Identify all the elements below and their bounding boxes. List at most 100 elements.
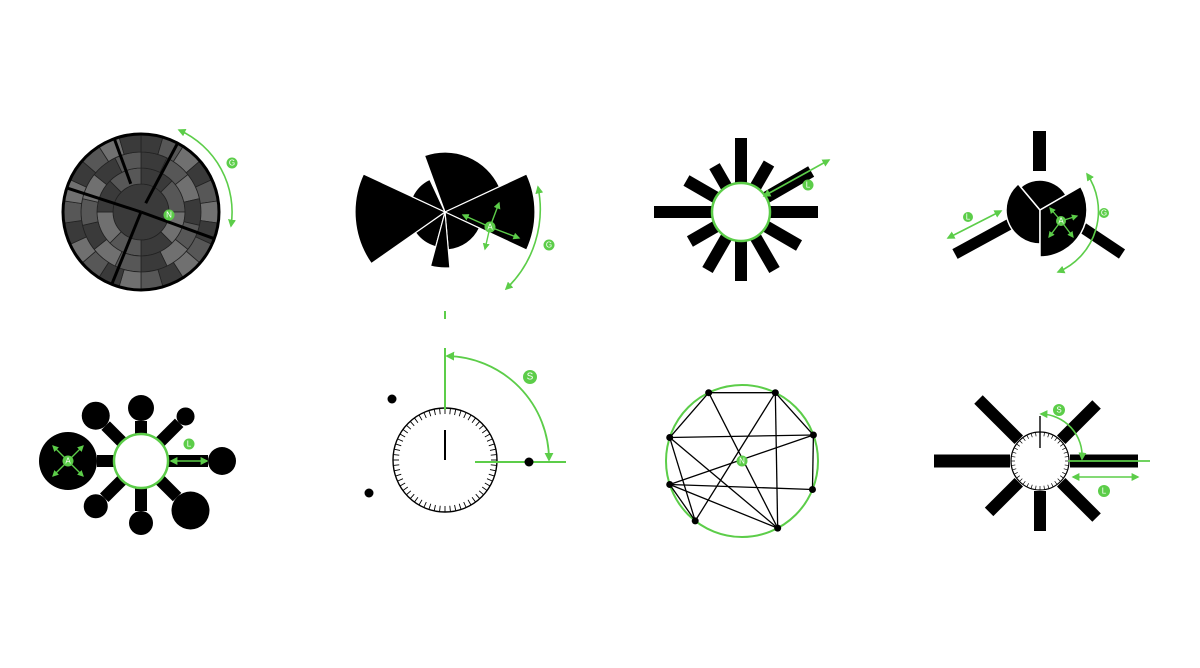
dial-tick bbox=[423, 501, 427, 508]
bubble-badge-l: L bbox=[183, 438, 195, 450]
dial-tick bbox=[406, 490, 412, 496]
svg-text:A: A bbox=[487, 223, 493, 232]
dial-star-bar bbox=[1056, 477, 1101, 522]
glyph-rose-segments: A G bbox=[354, 151, 555, 291]
rose-sector bbox=[429, 211, 451, 269]
dial-star-bar bbox=[974, 395, 1024, 445]
svg-text:N: N bbox=[739, 457, 745, 466]
sunburst-badge-g: G bbox=[226, 157, 238, 169]
glyph-bubble-star: A L bbox=[39, 395, 236, 535]
dial-tick bbox=[1030, 484, 1033, 489]
dial-tick bbox=[1054, 481, 1058, 485]
dial-tick bbox=[1016, 475, 1020, 479]
graph-node bbox=[666, 434, 674, 442]
pie-angle-arrow bbox=[1056, 172, 1100, 274]
dial-tick bbox=[1063, 468, 1068, 471]
rose-sector bbox=[354, 173, 447, 265]
graph-edge bbox=[669, 437, 779, 529]
dial-badge-s: S bbox=[523, 370, 537, 384]
dial-tick bbox=[439, 505, 441, 512]
dial-tick bbox=[433, 409, 436, 416]
dial-tick bbox=[486, 478, 493, 482]
dial-tick bbox=[1043, 485, 1045, 490]
dial-tick bbox=[393, 464, 400, 466]
graph-edge bbox=[669, 434, 814, 439]
svg-text:G: G bbox=[1101, 209, 1107, 218]
graph-ring bbox=[665, 384, 819, 538]
dial-tick bbox=[481, 486, 488, 491]
svg-text:G: G bbox=[546, 241, 552, 250]
dial-tick bbox=[1035, 485, 1037, 490]
bubble-node bbox=[81, 401, 110, 430]
sunburst-rings bbox=[62, 133, 220, 291]
sunburst-badge-n: N bbox=[163, 209, 175, 221]
bubble-arms bbox=[81, 395, 236, 535]
dial-star-bar bbox=[984, 477, 1024, 517]
svg-text:A: A bbox=[1058, 217, 1064, 226]
dial-tick bbox=[428, 410, 432, 417]
graph-edge bbox=[669, 483, 778, 529]
bubble-hub bbox=[112, 432, 170, 490]
graph-edge bbox=[694, 392, 776, 522]
dial-tick bbox=[397, 438, 404, 442]
dial-tick bbox=[414, 417, 419, 424]
dial-tick bbox=[414, 496, 419, 503]
dial-tick bbox=[463, 501, 467, 508]
bubble-node bbox=[128, 395, 154, 421]
pie-badge-a: A bbox=[1056, 216, 1066, 226]
dial-tick bbox=[1022, 437, 1026, 441]
arm-right bbox=[1079, 223, 1126, 259]
graph-edge bbox=[669, 483, 813, 491]
svg-text:L: L bbox=[1102, 487, 1107, 496]
dial-tick bbox=[490, 464, 497, 466]
dial-tick bbox=[1057, 478, 1061, 482]
pie-sectors bbox=[1005, 179, 1088, 258]
bubble-node bbox=[171, 491, 210, 530]
dial-tick bbox=[1014, 472, 1018, 475]
dial-tick bbox=[458, 503, 462, 510]
dial-star-sweep-arrow bbox=[1039, 410, 1087, 461]
graph-nodes bbox=[666, 389, 817, 532]
dial-tick bbox=[402, 486, 409, 491]
dial-tick bbox=[1022, 481, 1026, 485]
dial-tick bbox=[449, 505, 451, 512]
sunburst-cut bbox=[66, 186, 142, 214]
sunburst-cut bbox=[144, 142, 179, 204]
bar-star-hub bbox=[710, 181, 772, 243]
svg-text:A: A bbox=[65, 457, 71, 466]
svg-text:L: L bbox=[966, 213, 971, 222]
sunburst-cell bbox=[80, 198, 99, 226]
sunburst-cell bbox=[199, 200, 220, 224]
dial-tick bbox=[490, 454, 497, 456]
graph-badge-n: N bbox=[736, 455, 748, 467]
graph-node bbox=[771, 389, 779, 397]
dial-tick bbox=[409, 493, 415, 499]
svg-text:L: L bbox=[187, 440, 192, 449]
bubble-node bbox=[129, 511, 153, 535]
dial-tick bbox=[489, 469, 496, 472]
sunburst-angle-arrow bbox=[177, 128, 236, 228]
glyph-dial-bar-star: S L bbox=[934, 395, 1150, 531]
dial-tick bbox=[1014, 447, 1018, 450]
rose-angle-arrow bbox=[504, 185, 544, 291]
graph-node bbox=[666, 480, 674, 488]
glyph-three-arm-pie: A L G bbox=[946, 131, 1126, 274]
arm-top bbox=[1033, 131, 1046, 171]
dial-star-bars bbox=[934, 395, 1138, 531]
graph-edge bbox=[669, 392, 710, 438]
dial-tick bbox=[393, 454, 400, 456]
rose-sectors bbox=[354, 151, 536, 269]
bar-star-length-arrow bbox=[762, 159, 831, 197]
bubble-arm bbox=[101, 421, 129, 449]
graph-edge bbox=[811, 434, 815, 490]
bubble-node bbox=[83, 494, 108, 519]
dial-tick bbox=[399, 433, 406, 438]
dial-point bbox=[364, 488, 374, 498]
dial-tick bbox=[471, 496, 476, 503]
graph-node bbox=[808, 485, 816, 493]
rose-sector bbox=[423, 151, 501, 213]
arm-left bbox=[952, 219, 1013, 259]
pie-badge-l: L bbox=[963, 212, 973, 222]
dial-tick bbox=[454, 504, 457, 511]
